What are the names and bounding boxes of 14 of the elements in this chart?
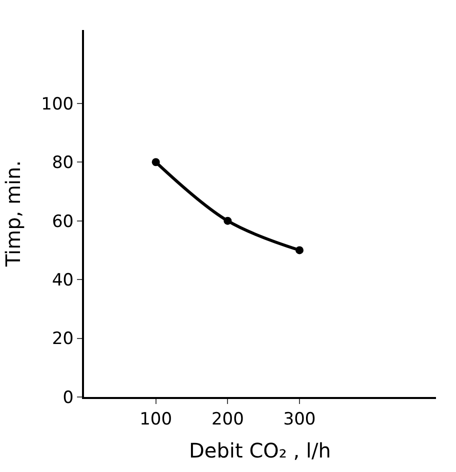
x-tick-label: 100 bbox=[140, 409, 172, 430]
x-tick-label: 300 bbox=[283, 409, 316, 430]
y-tick-label: 0 bbox=[62, 388, 74, 408]
y-tick-label: 80 bbox=[52, 153, 74, 174]
x-axis-title: Debit CO₂ , l/h bbox=[189, 438, 331, 462]
y-tick-label: 60 bbox=[52, 212, 74, 232]
y-tick-label: 40 bbox=[52, 270, 74, 291]
y-tick-label: 20 bbox=[52, 329, 74, 350]
point bbox=[152, 158, 160, 166]
x-tick-label: 200 bbox=[211, 409, 244, 430]
y-axis-title: Timp, min. bbox=[1, 160, 26, 268]
point bbox=[224, 216, 232, 225]
point bbox=[296, 246, 304, 254]
y-tick-label: 100 bbox=[41, 94, 74, 114]
